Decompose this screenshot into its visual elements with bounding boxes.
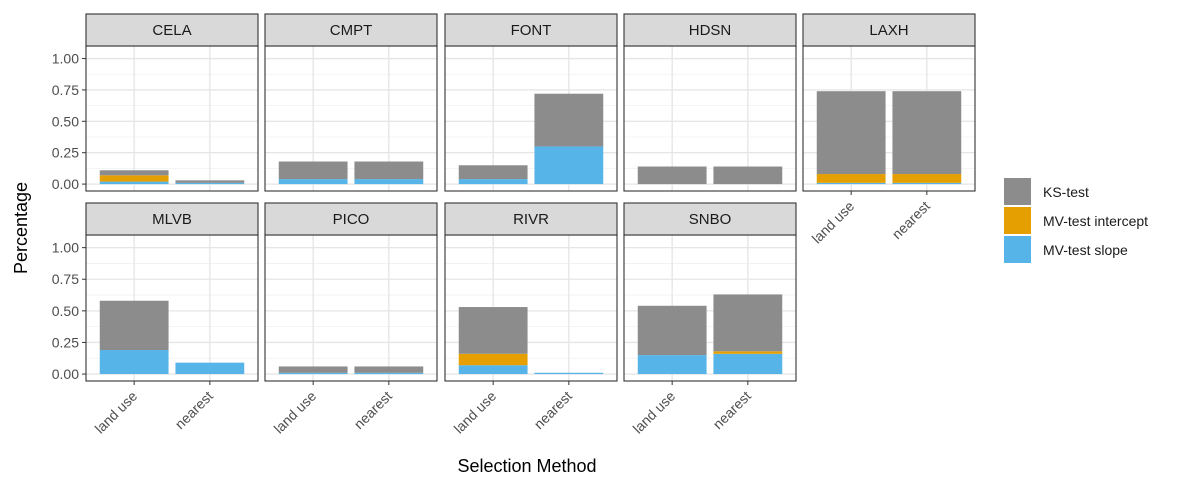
panel-laxh: LAXH land use nearest [802,13,976,247]
panel-background [86,46,258,191]
strip-background [264,13,438,47]
bar-slope-laxh-nearest [892,182,962,185]
bar-slope-mlvb-land-use [99,350,169,375]
y-tick-label: 0.50 [52,303,79,319]
panel-mlvb: MLVB 0.00 0.25 0.50 0.75 1.00 land use nearest [52,202,259,437]
bar-intercept-rivr-land-use [458,353,528,366]
bar-ks-pico-land-use [278,366,348,373]
strip-background [802,13,976,47]
legend: KS-test MV-test intercept MV-test slope [1004,178,1148,263]
bar-slope-laxh-land-use [816,182,886,185]
bar-intercept-cela-land-use [99,175,169,182]
bar-slope-snbo-nearest [713,353,783,375]
bar-slope-font-nearest [534,146,604,185]
strip-label: HDSN [689,22,732,39]
bar-slope-cela-land-use [99,181,169,185]
bar-ks-snbo-nearest [713,294,783,352]
panel-snbo: SNBO land use nearest [623,202,797,437]
legend-label: MV-test intercept [1043,213,1148,229]
strip-label: FONT [511,22,552,39]
x-tick-label: land use [451,388,500,437]
bar-ks-mlvb-land-use [99,300,169,351]
x-tick-label: land use [271,388,320,437]
bar-ks-cmpt-nearest [354,161,424,180]
legend-label: MV-test slope [1043,242,1128,258]
legend-key-ks-test [1004,178,1031,205]
x-tick-label: nearest [889,198,933,242]
bar-ks-font-nearest [534,93,604,147]
strip-label: PICO [333,211,370,228]
strip-label: MLVB [152,211,192,228]
bar-slope-rivr-land-use [458,365,528,375]
x-axis-title: Selection Method [457,456,596,476]
bar-ks-font-land-use [458,165,528,180]
bar-slope-cela-nearest [175,182,245,185]
bar-slope-mlvb-nearest [175,362,245,375]
strip-background [623,13,797,47]
panel-cmpt: CMPT [264,13,438,192]
x-tick-label: land use [630,388,679,437]
strip-background [444,202,618,236]
x-tick-label: nearest [172,388,216,432]
y-tick-label: 1.00 [52,240,79,256]
y-tick-label: 0.25 [52,145,79,161]
y-tick-label: 0.00 [52,176,79,192]
bar-ks-hdsn-land-use [637,166,707,185]
panel-background [265,235,437,381]
bar-ks-laxh-nearest [892,91,962,175]
bar-slope-font-land-use [458,179,528,185]
y-tick-label: 0.50 [52,113,79,129]
bar-slope-pico-nearest [354,372,424,375]
bar-slope-rivr-nearest [534,372,604,375]
strip-label: CMPT [330,22,373,39]
panel-font: FONT [444,13,618,192]
bar-ks-laxh-land-use [816,91,886,175]
bar-ks-hdsn-nearest [713,166,783,185]
bar-slope-pico-land-use [278,372,348,375]
bar-slope-cmpt-nearest [354,179,424,185]
panel-cela: CELA 0.00 0.25 0.50 0.75 1.00 [52,13,259,192]
bar-slope-snbo-land-use [637,355,707,375]
panel-rivr: RIVR land use nearest [444,202,618,437]
x-tick-label: land use [809,198,858,247]
bar-ks-snbo-land-use [637,305,707,356]
y-tick-label: 0.75 [52,82,79,98]
bar-ks-cela-land-use [99,170,169,176]
strip-background [85,202,259,236]
y-tick-label: 1.00 [52,51,79,67]
strip-background [264,202,438,236]
x-tick-label: nearest [531,388,575,432]
strip-label: RIVR [513,211,549,228]
strip-background [623,202,797,236]
y-tick-label: 0.00 [52,366,79,382]
legend-key-mv-test-slope [1004,236,1031,263]
strip-label: LAXH [869,22,908,39]
bar-intercept-laxh-nearest [892,174,962,183]
panel-pico: PICO land use nearest [264,202,438,437]
bar-ks-cela-nearest [175,180,245,183]
x-tick-label: nearest [351,388,395,432]
legend-label: KS-test [1043,184,1089,200]
y-tick-label: 0.25 [52,334,79,350]
strip-label: CELA [152,22,191,39]
x-tick-label: nearest [710,388,754,432]
legend-key-mv-test-intercept [1004,207,1031,234]
strip-background [85,13,259,47]
bar-slope-cmpt-land-use [278,179,348,185]
strip-background [444,13,618,47]
strip-label: SNBO [689,211,732,228]
bar-intercept-snbo-nearest [713,351,783,354]
bar-ks-pico-nearest [354,366,424,373]
bar-ks-rivr-land-use [458,307,528,354]
y-axis-title: Percentage [11,182,31,274]
y-tick-label: 0.75 [52,271,79,287]
x-tick-label: land use [92,388,141,437]
bar-ks-cmpt-land-use [278,161,348,180]
panel-hdsn: HDSN [623,13,797,192]
bar-intercept-laxh-land-use [816,174,886,183]
